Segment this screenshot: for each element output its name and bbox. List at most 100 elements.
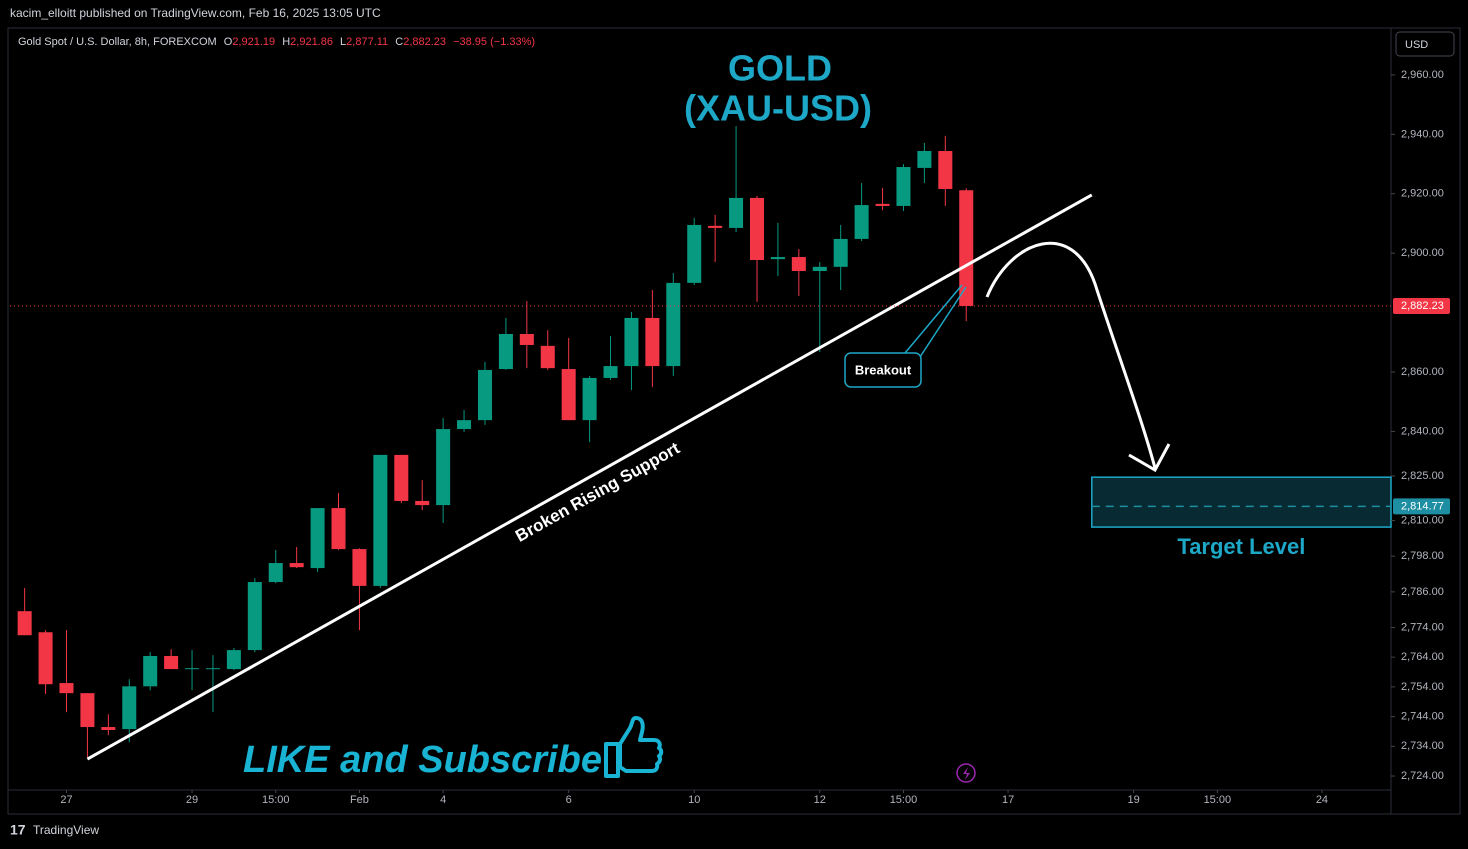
candle-body — [624, 317, 639, 367]
candle-body — [205, 668, 220, 670]
candle-body — [687, 224, 702, 283]
y-tick-label: 2,724.00 — [1401, 770, 1444, 782]
candle-body — [917, 150, 932, 168]
price-tag-label: 2,814.77 — [1401, 500, 1444, 512]
target-zone — [1091, 476, 1392, 528]
candle-body — [854, 205, 869, 239]
event-bolt — [963, 767, 970, 780]
arrow-head — [1128, 443, 1171, 473]
candle-body — [164, 656, 179, 670]
y-tick-label: 2,764.00 — [1401, 651, 1444, 663]
projection-arrow — [985, 241, 1157, 469]
price-tag — [1393, 297, 1450, 314]
candle-body — [59, 683, 74, 694]
candle-body — [645, 317, 660, 367]
x-tick-label: 24 — [1316, 794, 1328, 806]
candle-body — [666, 282, 681, 367]
legend: Gold Spot / U.S. Dollar, 8h, FOREXCOM O2… — [18, 36, 535, 48]
candle-body — [749, 197, 765, 261]
candle-body — [394, 454, 409, 501]
y-tick-label: 2,774.00 — [1401, 621, 1444, 633]
y-tick-label: 2,786.00 — [1401, 586, 1444, 598]
candle-body — [331, 508, 346, 550]
logo-mark: 17 — [10, 822, 26, 838]
change: −38.95 (−1.33%) — [453, 36, 535, 48]
price-tag — [1393, 498, 1450, 515]
candle-body — [708, 225, 723, 228]
x-tick-label: 15:00 — [1204, 794, 1232, 806]
ohlc-key: L — [340, 36, 346, 48]
y-tick-label: 2,940.00 — [1401, 128, 1444, 140]
x-tick-label: Feb — [350, 794, 369, 806]
symbol: Gold Spot / U.S. Dollar, 8h, FOREXCOM — [18, 36, 217, 48]
y-tick-label: 2,920.00 — [1401, 188, 1444, 200]
callout-line — [917, 286, 967, 361]
callout-line — [904, 284, 963, 354]
footer: TradingView — [33, 823, 99, 837]
y-tick-label: 2,960.00 — [1401, 69, 1444, 81]
candle-body — [561, 369, 576, 421]
candle-body — [457, 420, 472, 430]
x-tick-label: 6 — [566, 794, 572, 806]
candle-body — [143, 656, 158, 687]
candle-body — [226, 650, 241, 670]
candle-body — [477, 369, 492, 421]
candle-body — [38, 632, 53, 685]
y-tick-label: 2,754.00 — [1401, 681, 1444, 693]
candle-body — [289, 563, 304, 568]
x-tick-label: 19 — [1128, 794, 1140, 806]
target-label: Target Level — [1177, 534, 1305, 559]
callout-text: Breakout — [855, 362, 912, 377]
candle-body — [582, 377, 597, 421]
ohlc-value: 2,877.11 — [346, 36, 388, 48]
ohlc-key: C — [395, 36, 403, 48]
currency-button[interactable] — [1395, 31, 1455, 57]
candle-body — [101, 727, 116, 730]
candle-body — [373, 454, 388, 586]
x-tick-label: 15:00 — [890, 794, 918, 806]
candle-body — [833, 238, 848, 267]
x-tick-label: 29 — [186, 794, 198, 806]
chart-title: (XAU-USD) — [684, 88, 872, 129]
y-tick-label: 2,900.00 — [1401, 247, 1444, 259]
candle-body — [729, 197, 744, 228]
price-tag-label: 2,882.23 — [1401, 300, 1444, 312]
event-icon[interactable] — [956, 763, 976, 783]
ohlc-key: O — [224, 36, 233, 48]
candle-body — [519, 333, 534, 345]
candle-body — [80, 693, 95, 728]
candle-body — [247, 582, 262, 651]
x-tick-label: 4 — [440, 794, 446, 806]
ohlc-value: 2,882.23 — [403, 36, 446, 48]
candle-body — [959, 190, 974, 306]
x-tick-label: 17 — [1002, 794, 1014, 806]
ohlc-key: H — [282, 36, 290, 48]
y-tick-label: 2,825.00 — [1401, 470, 1444, 482]
support-line — [86, 193, 1093, 761]
callout-box — [844, 352, 922, 388]
x-tick-label: 12 — [814, 794, 826, 806]
y-tick-label: 2,798.00 — [1401, 550, 1444, 562]
x-tick-label: 15:00 — [262, 794, 290, 806]
candle-body — [122, 686, 137, 730]
candle-body — [268, 563, 283, 583]
candle-body — [603, 366, 618, 378]
y-tick-label: 2,840.00 — [1401, 425, 1444, 437]
candle-body — [185, 668, 200, 670]
candle-body — [812, 266, 827, 272]
candle-body — [352, 549, 367, 586]
candle-body — [17, 611, 32, 636]
ohlc-value: 2,921.19 — [232, 36, 275, 48]
chart-frame — [7, 27, 1461, 815]
candle-body — [791, 257, 806, 272]
currency[interactable]: USD — [1405, 39, 1428, 51]
y-tick-label: 2,810.00 — [1401, 514, 1444, 526]
candle-body — [896, 167, 911, 206]
promo-text: LIKE and Subscribe — [243, 739, 602, 781]
candle-body — [498, 333, 513, 370]
y-tick-label: 2,860.00 — [1401, 366, 1444, 378]
candle-body — [875, 203, 890, 206]
